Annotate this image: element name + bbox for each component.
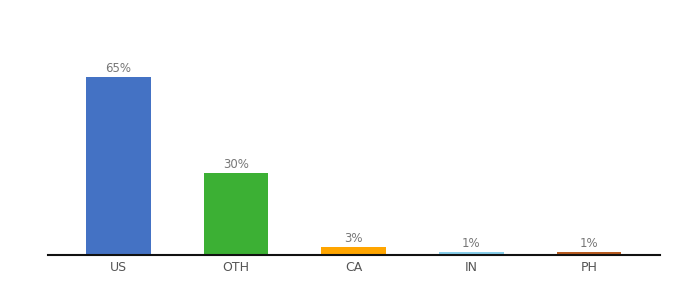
Text: 1%: 1% (579, 237, 598, 250)
Text: 3%: 3% (344, 232, 363, 244)
Text: 30%: 30% (223, 158, 249, 171)
Bar (439, 252, 504, 255)
Bar (203, 173, 269, 255)
Bar (321, 247, 386, 255)
Bar (557, 252, 622, 255)
Bar (86, 77, 150, 255)
Text: 1%: 1% (462, 237, 481, 250)
Text: 65%: 65% (105, 62, 131, 75)
